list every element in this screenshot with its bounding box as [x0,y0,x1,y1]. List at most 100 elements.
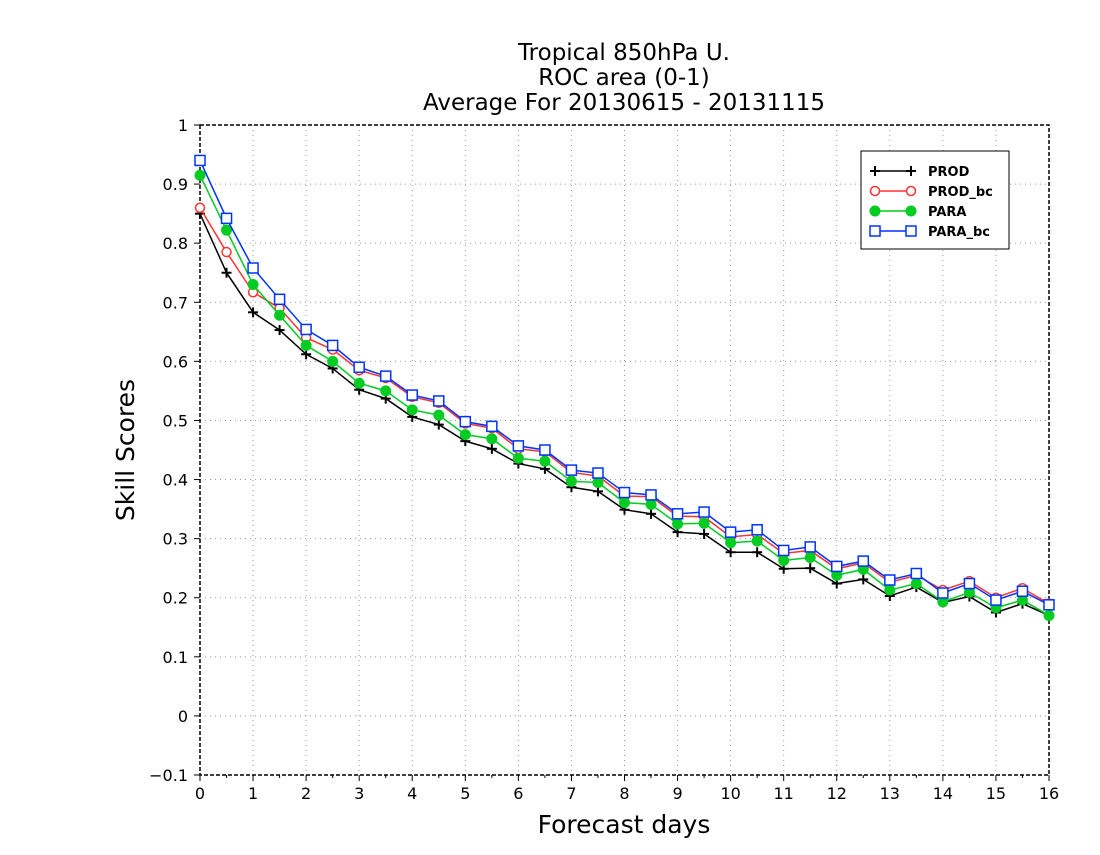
data-point-plus [221,267,232,278]
data-point-circle [221,246,232,258]
data-point-dot [869,205,881,217]
data-point-plus [699,528,710,539]
title-line: Average For 20130615 - 20131115 [423,90,825,116]
data-point-square [857,555,870,567]
data-point-dot [725,537,737,549]
y-tick-label: 0.4 [163,471,188,490]
y-tick-label: 0.8 [163,234,188,253]
data-point-dot [486,433,498,445]
data-point-dot [1043,609,1055,621]
x-tick-label: 4 [407,784,417,803]
data-point-plus [274,325,285,336]
data-point-square [326,339,339,352]
data-point-plus [870,166,880,176]
x-tick-label: 0 [195,784,205,803]
data-point-plus [725,547,736,558]
data-point-dot [645,498,657,510]
y-tick-label: 0.1 [163,648,188,667]
title-line: Tropical 850hPa U. [517,40,730,66]
x-tick-label: 5 [460,784,470,803]
data-point-dot [459,429,471,441]
y-tick-label: 0.5 [163,411,188,430]
x-tick-label: 9 [672,784,682,803]
legend-item: PROD [870,165,970,180]
legend-item: PARA [869,205,966,220]
data-point-plus [592,486,603,497]
data-point-circle [869,185,881,197]
data-point-plus [248,307,259,318]
data-point-dot [353,377,365,389]
data-point-dot [194,169,206,181]
data-point-circle [194,202,206,213]
x-tick-label: 3 [354,784,364,803]
data-point-square [433,395,445,407]
data-point-square [406,389,418,401]
data-point-square [905,225,917,237]
x-tick-label: 2 [301,784,311,803]
data-point-dot [433,409,445,421]
data-point-square [831,560,843,573]
data-point-square [300,323,312,336]
data-point-square [1043,599,1055,611]
data-point-square [512,440,525,452]
y-axis: −0.1 0 0.1 0.2 0.3 0.4 0.5 0.6 0.7 0.8 0.9 1 [149,116,200,785]
data-point-dot [221,224,233,236]
data-point-square [194,154,206,167]
x-tick-label: 13 [880,784,900,803]
x-tick-label: 16 [1039,784,1059,803]
data-point-dot [910,578,922,590]
x-tick-label: 11 [774,784,794,803]
series-lines [194,154,1055,621]
data-point-square [671,508,684,520]
data-point-circle [905,185,917,197]
data-point-plus [646,508,657,519]
data-point-dot [905,205,917,217]
data-point-dot [300,339,312,351]
data-point-square [273,293,286,306]
data-point-square [220,212,233,225]
data-point-dot [698,517,710,529]
legend-item: PARA_bc [869,225,990,240]
series-para [194,169,1055,621]
y-tick-label: 0.2 [163,589,188,608]
y-tick-label: −0.1 [149,766,188,785]
data-point-plus [486,443,497,454]
y-tick-label: 0.6 [163,352,188,371]
data-point-plus [433,419,444,430]
data-point-dot [778,555,790,566]
data-point-dot [619,497,630,509]
data-point-square [353,361,365,374]
x-tick-label: 10 [720,784,740,803]
x-axis-label: Forecast days [538,810,711,839]
data-point-square [990,594,1002,606]
y-tick-label: 0.9 [163,175,188,194]
data-point-square [777,544,790,557]
x-axis: 0 1 2 3 4 5 6 7 8 9 10 11 12 13 14 15 16 [195,775,1059,803]
x-tick-label: 15 [986,784,1006,803]
data-point-dot [380,385,392,397]
data-point-square [751,524,763,536]
data-point-square [618,486,631,499]
data-point-square [884,574,896,586]
data-point-dot [565,475,577,487]
data-point-square [698,506,710,518]
data-point-dot [539,455,551,467]
data-point-square [645,489,657,501]
x-tick-label: 1 [248,784,258,803]
x-tick-label: 12 [827,784,847,803]
data-point-square [379,370,392,382]
x-tick-label: 7 [566,784,576,803]
y-tick-label: 0.7 [163,293,188,312]
data-point-square [486,420,498,433]
data-point-dot [247,279,259,291]
data-point-dot [592,477,604,488]
data-point-square [459,415,472,428]
data-point-dot [884,584,896,596]
data-point-square [592,467,604,479]
data-point-square [910,567,923,580]
legend-label: PROD_bc [928,185,993,200]
series-para-bc [194,154,1055,611]
data-point-square [869,225,881,237]
